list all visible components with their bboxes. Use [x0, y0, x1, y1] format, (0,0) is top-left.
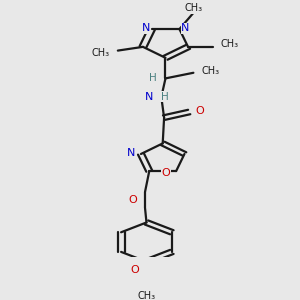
- Text: O: O: [161, 168, 170, 178]
- Text: CH₃: CH₃: [221, 39, 239, 49]
- Text: O: O: [129, 195, 137, 205]
- Text: H: H: [149, 73, 157, 82]
- Text: N: N: [144, 92, 153, 101]
- Text: CH₃: CH₃: [185, 3, 203, 13]
- Text: O: O: [131, 265, 140, 275]
- Text: H: H: [160, 92, 168, 101]
- Text: N: N: [126, 148, 135, 158]
- Text: CH₃: CH₃: [137, 291, 155, 300]
- Text: CH₃: CH₃: [92, 48, 110, 58]
- Text: N: N: [142, 23, 150, 33]
- Text: N: N: [181, 23, 189, 33]
- Text: O: O: [195, 106, 204, 116]
- Text: CH₃: CH₃: [201, 66, 219, 76]
